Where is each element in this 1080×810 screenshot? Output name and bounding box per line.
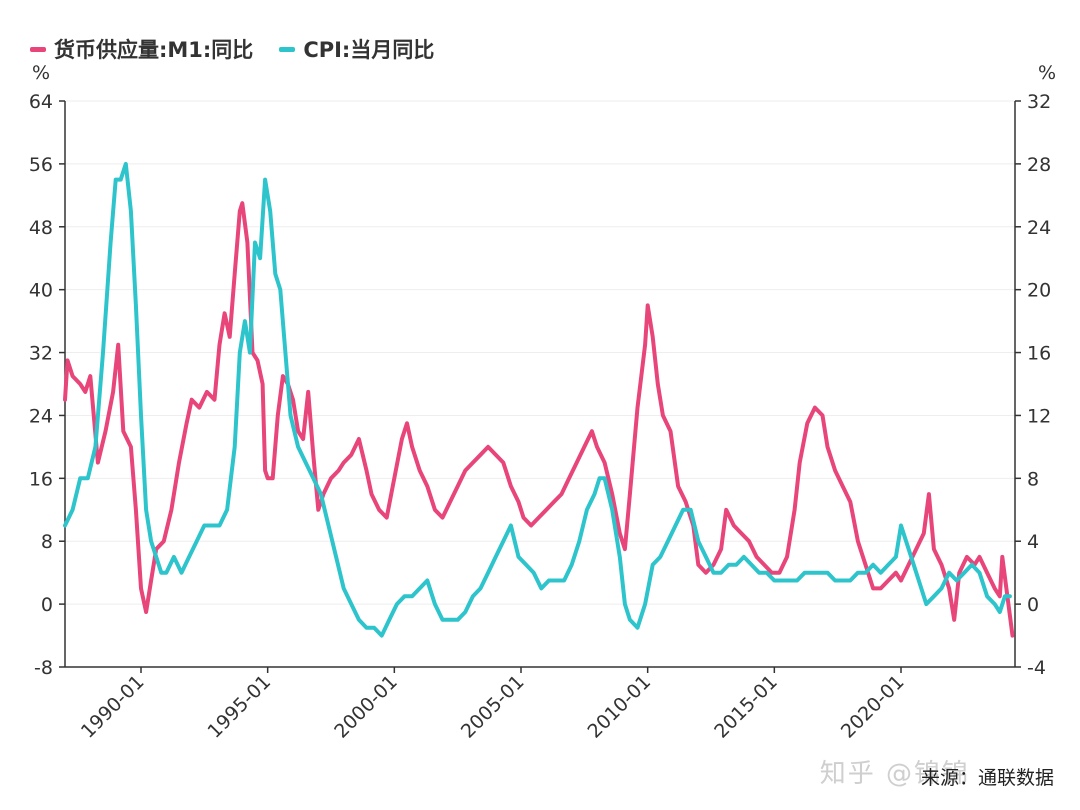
x-tick-label: 1990-01	[77, 671, 149, 743]
right-tick-label: 16	[1027, 343, 1051, 365]
left-tick-label: 16	[29, 468, 53, 490]
cpi-series-line	[63, 161, 1012, 638]
source-note: 来源：通联数据	[920, 767, 1054, 789]
left-tick-label: 0	[41, 594, 53, 616]
left-tick-label: 40	[29, 280, 53, 302]
right-tick-label: 20	[1027, 280, 1051, 302]
legend-item-cpi[interactable]: CPI:当月同比	[279, 34, 434, 64]
left-tick-label: 32	[29, 343, 53, 365]
left-tick-label: 8	[41, 531, 53, 553]
x-tick-label: 2005-01	[457, 671, 529, 743]
left-tick-label: 48	[29, 217, 53, 239]
right-tick-label: 4	[1027, 531, 1039, 553]
left-axis-unit: %	[32, 62, 51, 84]
left-tick-label: -8	[34, 657, 53, 679]
right-tick-label: 32	[1027, 91, 1051, 113]
legend-swatch-cpi	[279, 46, 296, 52]
x-tick-label: 2015-01	[710, 671, 782, 743]
legend: 货币供应量:M1:同比 CPI:当月同比	[30, 34, 434, 64]
right-tick-label: -4	[1027, 657, 1046, 679]
x-tick-label: 1995-01	[204, 671, 276, 743]
watermark: 知乎 @锦锦	[819, 759, 970, 789]
x-tick-label: 2010-01	[584, 671, 656, 743]
right-tick-label: 12	[1027, 405, 1051, 427]
right-tick-label: 24	[1027, 217, 1051, 239]
legend-label-cpi: CPI:当月同比	[303, 38, 435, 62]
x-tick-label: 2020-01	[837, 671, 909, 743]
m1-series-line	[63, 201, 1015, 638]
legend-item-m1[interactable]: 货币供应量:M1:同比	[30, 34, 253, 64]
legend-swatch-m1	[30, 46, 46, 52]
x-tick-label: 2000-01	[330, 671, 402, 743]
left-tick-label: 64	[29, 91, 53, 113]
left-tick-label: 56	[29, 154, 53, 176]
left-tick-label: 24	[29, 405, 53, 427]
right-tick-label: 0	[1027, 594, 1039, 616]
right-tick-label: 8	[1027, 468, 1039, 490]
legend-label-m1: 货币供应量:M1:同比	[54, 38, 254, 62]
right-axis-unit: %	[1038, 62, 1057, 84]
right-tick-label: 28	[1027, 154, 1051, 176]
